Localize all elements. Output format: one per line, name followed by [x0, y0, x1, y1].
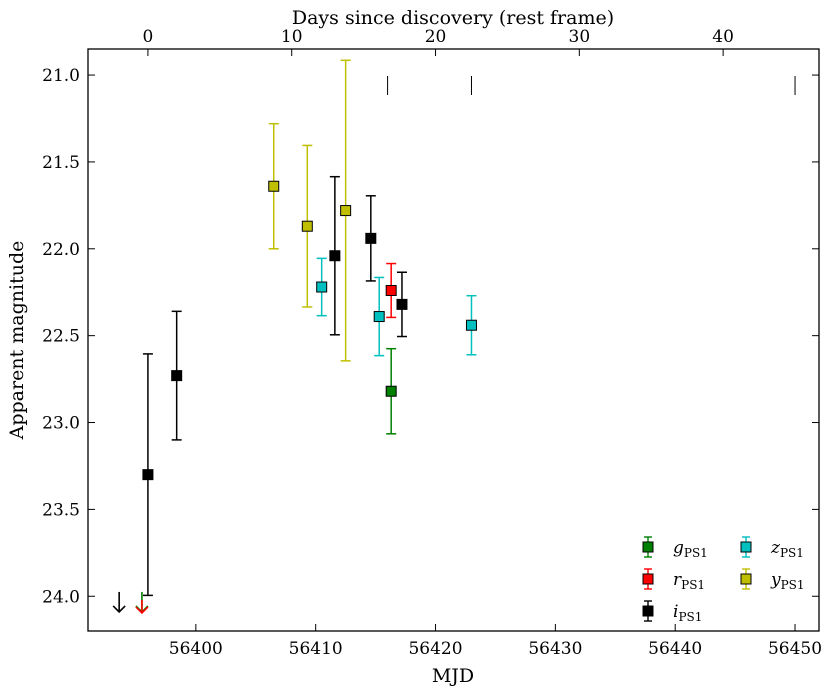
y-tick-label: 21.0 — [42, 66, 80, 86]
data-point-i — [365, 232, 377, 244]
series-y — [268, 59, 352, 362]
top-tick-label: 0 — [143, 27, 154, 47]
data-point-z — [465, 319, 477, 331]
top-tick-label: 20 — [425, 27, 447, 47]
y-tick-label: 23.0 — [42, 414, 80, 434]
x-tick-label: 56430 — [528, 639, 582, 659]
legend-subscript-g: PS1 — [684, 546, 708, 560]
x-tick-label: 56420 — [408, 639, 462, 659]
legend-entry-z: zPS1 — [740, 536, 804, 560]
y-tick-label: 23.5 — [42, 500, 80, 520]
legend-label-z: zPS1 — [770, 538, 804, 560]
upper-limit-i — [112, 591, 126, 614]
legend-marker-y — [740, 573, 752, 585]
x-tick-label: 56410 — [289, 639, 343, 659]
data-point-i — [329, 250, 341, 262]
legend-marker-i — [642, 605, 654, 617]
legend-label-g: gPS1 — [673, 538, 708, 560]
legend-label-y: yPS1 — [770, 570, 805, 592]
data-point-i — [171, 370, 183, 382]
top-tick-label: 40 — [712, 27, 734, 47]
data-point-i — [142, 469, 154, 481]
legend-label-r: rPS1 — [673, 570, 705, 592]
x-axis-label: MJD — [432, 665, 474, 687]
x-tick-label: 56400 — [169, 639, 223, 659]
upper-limit-r — [135, 599, 149, 615]
top-tick-label: 10 — [281, 27, 303, 47]
legend: gPS1 rPS1 iPS1 zPS1 yPS1 — [642, 536, 805, 624]
y-tick-label: 21.5 — [42, 153, 80, 173]
legend-entry-r: rPS1 — [642, 568, 705, 592]
legend-marker-g — [642, 541, 654, 553]
data-point-z — [373, 311, 385, 323]
legend-subscript-z: PS1 — [780, 546, 804, 560]
limit-head-i — [112, 605, 126, 614]
data-point-g — [385, 385, 397, 397]
data-point-y — [340, 205, 352, 217]
data-point-y — [268, 180, 280, 192]
y-axis-ticks: 21.0 21.5 22.0 22.5 23.0 23.5 24.0 — [42, 66, 819, 607]
y-tick-label: 22.0 — [42, 240, 80, 260]
legend-entry-g: gPS1 — [642, 536, 708, 560]
legend-subscript-r: PS1 — [681, 578, 705, 592]
top-axis-label: Days since discovery (rest frame) — [292, 7, 614, 29]
legend-entry-i: iPS1 — [642, 600, 702, 624]
series-r — [385, 262, 397, 319]
series-i — [142, 175, 408, 597]
legend-entry-y: yPS1 — [740, 568, 805, 592]
legend-marker-r — [642, 573, 654, 585]
limit-head-r — [135, 606, 149, 615]
spectra-epoch-markers — [387, 76, 796, 95]
series-z — [316, 257, 477, 357]
data-series — [142, 59, 477, 597]
y-tick-label: 24.0 — [42, 587, 80, 607]
y-tick-label: 22.5 — [42, 327, 80, 347]
series-g — [385, 347, 397, 435]
data-point-i — [396, 298, 408, 310]
legend-subscript-y: PS1 — [781, 578, 805, 592]
data-point-r — [385, 284, 397, 296]
x-tick-label: 56440 — [648, 639, 702, 659]
legend-subscript-i: PS1 — [678, 610, 702, 624]
y-axis-label: Apparent magnitude — [6, 241, 28, 441]
legend-label-i: iPS1 — [673, 602, 702, 624]
data-point-z — [316, 281, 328, 293]
data-point-y — [301, 220, 313, 232]
plot-frame — [87, 48, 820, 632]
legend-marker-z — [740, 541, 752, 553]
x-axis-ticks: 56400 56410 56420 56430 56440 56450 — [169, 624, 822, 659]
top-axis-ticks: 0 10 20 30 40 — [143, 27, 734, 56]
x-tick-label: 56450 — [768, 639, 822, 659]
top-tick-label: 30 — [569, 27, 591, 47]
upper-limit-arrows — [112, 591, 149, 615]
